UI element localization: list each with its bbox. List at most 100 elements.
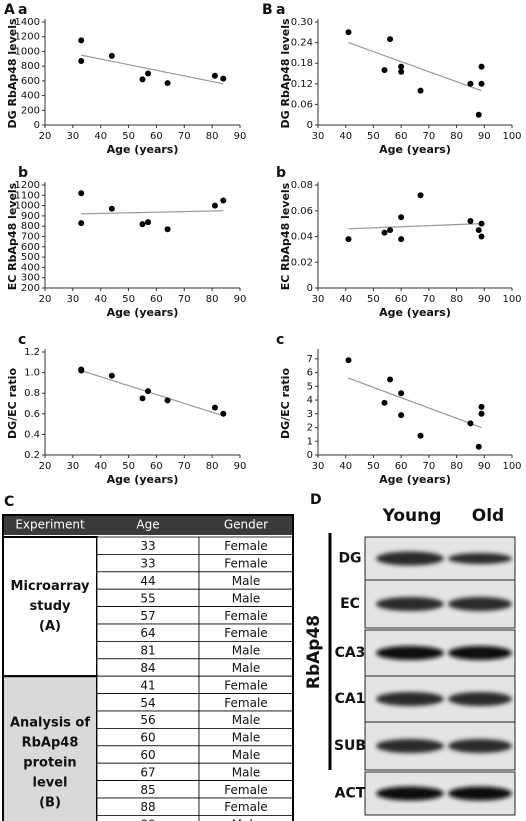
y-tick-label: 0.06 bbox=[291, 99, 313, 110]
x-axis-label: Age (years) bbox=[107, 306, 179, 319]
point bbox=[467, 218, 474, 225]
cell-text: Female bbox=[224, 626, 267, 640]
y-tick-label: 600 bbox=[21, 242, 40, 253]
y-tick-label: 1400 bbox=[15, 17, 40, 28]
x-tick-label: 70 bbox=[178, 461, 191, 472]
cell-text: 60 bbox=[140, 731, 155, 745]
cell-text: Female bbox=[224, 678, 267, 692]
y-tick-label: 600 bbox=[21, 76, 40, 87]
y-axis-label: DG/EC ratio bbox=[6, 368, 19, 439]
band bbox=[448, 739, 512, 753]
band bbox=[376, 597, 444, 611]
y-tick-label: 1100 bbox=[15, 190, 40, 201]
x-axis-label: Age (years) bbox=[379, 306, 451, 319]
x-tick-label: 30 bbox=[312, 294, 325, 305]
y-tick-label: 400 bbox=[21, 91, 40, 102]
point bbox=[387, 36, 394, 43]
y-axis-label: EC RbAp48 levels bbox=[6, 182, 19, 290]
x-tick-label: 90 bbox=[478, 461, 491, 472]
x-tick-label: 70 bbox=[178, 294, 191, 305]
point bbox=[164, 80, 171, 87]
section-label: D bbox=[310, 492, 322, 508]
y-tick-label: 0.12 bbox=[291, 79, 313, 90]
x-tick-label: 20 bbox=[39, 461, 52, 472]
band bbox=[376, 739, 444, 753]
y-tick-label: 800 bbox=[21, 221, 40, 232]
x-axis-label: Age (years) bbox=[379, 143, 451, 156]
trend-line bbox=[348, 223, 482, 230]
x-tick-label: 60 bbox=[150, 461, 163, 472]
point bbox=[478, 233, 485, 240]
y-axis-label: DG RbAp48 levels bbox=[279, 18, 292, 128]
y-tick-label: 700 bbox=[21, 232, 40, 243]
trend-line bbox=[81, 369, 224, 417]
point bbox=[398, 214, 405, 221]
x-tick-label: 60 bbox=[395, 294, 408, 305]
point bbox=[345, 236, 352, 243]
cell-text: Male bbox=[232, 748, 260, 762]
point bbox=[398, 390, 405, 397]
cell-text: Female bbox=[224, 800, 267, 814]
point bbox=[139, 395, 146, 402]
point bbox=[467, 80, 474, 87]
trend-line bbox=[81, 54, 224, 85]
cell-text: Male bbox=[232, 574, 260, 588]
y-tick-label: 4 bbox=[307, 395, 313, 406]
point bbox=[381, 229, 388, 236]
band bbox=[448, 646, 512, 660]
row-label: CA3 bbox=[335, 645, 366, 661]
point bbox=[78, 37, 85, 44]
x-tick-label: 30 bbox=[66, 131, 79, 142]
point bbox=[417, 432, 424, 439]
y-tick-label: 2 bbox=[307, 423, 313, 434]
cell-text: 67 bbox=[140, 765, 155, 779]
cell-text: 57 bbox=[140, 609, 155, 623]
cell-text: 88 bbox=[140, 800, 155, 814]
table-header: Gender bbox=[224, 518, 268, 532]
y-tick-label: 200 bbox=[21, 105, 40, 116]
point bbox=[108, 372, 115, 379]
y-tick-label: 0.30 bbox=[291, 17, 313, 28]
trend-line bbox=[348, 42, 482, 92]
trend-line bbox=[348, 377, 482, 429]
band bbox=[448, 692, 512, 706]
y-tick-label: 400 bbox=[21, 262, 40, 273]
band bbox=[376, 646, 444, 660]
x-tick-label: 70 bbox=[422, 461, 435, 472]
y-tick-label: 0.4 bbox=[24, 429, 40, 440]
point bbox=[381, 67, 388, 74]
y-tick-label: 0.6 bbox=[24, 409, 40, 420]
row-label: DG bbox=[338, 551, 361, 567]
y-tick-label: 1.2 bbox=[24, 347, 40, 358]
group-label: level bbox=[32, 776, 67, 791]
panel-label: b bbox=[18, 165, 28, 181]
panel-label: c bbox=[18, 332, 26, 348]
x-tick-label: 90 bbox=[478, 294, 491, 305]
cell-text: Male bbox=[232, 818, 260, 821]
cell-text: Female bbox=[224, 783, 267, 797]
y-tick-label: 1.0 bbox=[24, 368, 40, 379]
cell-text: 85 bbox=[140, 783, 155, 797]
panel-label: c bbox=[276, 332, 284, 348]
cell-text: 64 bbox=[140, 626, 155, 640]
y-tick-label: 1000 bbox=[15, 201, 40, 212]
point bbox=[475, 443, 482, 450]
point bbox=[398, 63, 405, 70]
y-tick-label: 0 bbox=[307, 283, 313, 294]
x-tick-label: 80 bbox=[450, 294, 463, 305]
y-tick-label: 0.8 bbox=[24, 388, 40, 399]
column-label: Old bbox=[472, 506, 504, 526]
point bbox=[220, 410, 227, 417]
point bbox=[78, 190, 85, 197]
x-tick-label: 50 bbox=[367, 461, 380, 472]
x-tick-label: 90 bbox=[234, 461, 247, 472]
panel-label: a bbox=[18, 2, 27, 18]
y-tick-label: 500 bbox=[21, 252, 40, 263]
point bbox=[381, 399, 388, 406]
cell-text: 81 bbox=[140, 644, 155, 658]
x-tick-label: 40 bbox=[94, 131, 107, 142]
row-label: ACT bbox=[335, 786, 366, 802]
x-tick-label: 70 bbox=[178, 131, 191, 142]
point bbox=[417, 87, 424, 94]
x-tick-label: 30 bbox=[312, 461, 325, 472]
